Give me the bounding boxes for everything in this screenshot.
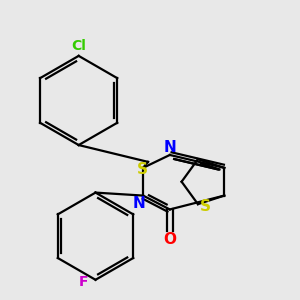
- Text: Cl: Cl: [71, 39, 86, 53]
- Text: S: S: [200, 199, 211, 214]
- Text: N: N: [164, 140, 176, 154]
- Text: S: S: [136, 162, 148, 177]
- Text: N: N: [133, 196, 146, 211]
- Text: O: O: [163, 232, 176, 247]
- Text: F: F: [79, 275, 88, 289]
